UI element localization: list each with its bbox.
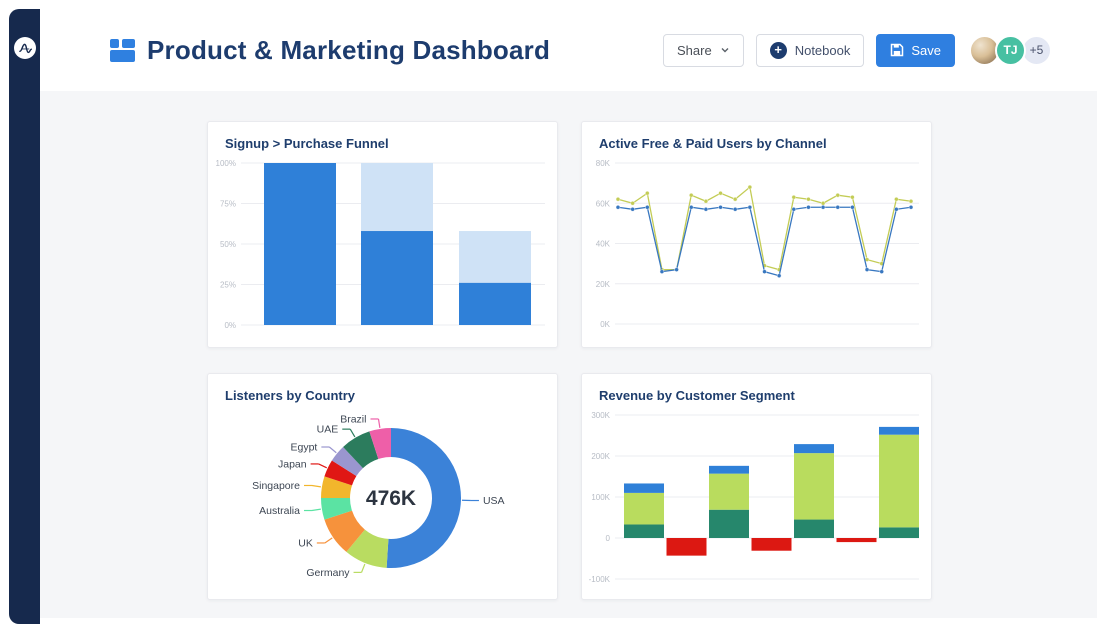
save-button[interactable]: Save [876,33,955,67]
svg-text:60K: 60K [596,199,611,208]
avatar-photo[interactable] [969,34,1000,66]
svg-text:USA: USA [483,495,505,507]
notebook-button-label: Notebook [794,42,851,58]
chart-title: Signup > Purchase Funnel [225,136,389,151]
svg-text:Singapore: Singapore [252,480,300,492]
svg-text:80K: 80K [596,159,611,168]
svg-text:476K: 476K [366,487,416,510]
chart-title: Listeners by Country [225,388,356,403]
svg-text:100K: 100K [591,493,610,502]
collaborator-avatars: TJ +5 [969,34,1052,66]
card-signup-purchase-funnel: Signup > Purchase Funnel 100% 75% 50% 25% 0% [207,121,558,348]
svg-text:UK: UK [298,537,313,549]
save-floppy-icon [891,43,904,57]
listeners-donut-chart[interactable]: USA Germany UK Australia Singapore Japan Egypt… [208,374,559,601]
svg-text:50%: 50% [220,240,236,249]
card-active-users-by-channel: Active Free & Paid Users by Channel 80K 6… [581,121,932,348]
svg-text:Australia: Australia [259,505,300,517]
users-line-chart[interactable]: 80K 60K 40K 20K 0K [582,122,933,349]
avatar-initials[interactable]: TJ [995,34,1026,66]
svg-text:20K: 20K [596,280,611,289]
revenue-stacked-bar-chart[interactable]: 300K 200K 100K 0 -100K [582,374,933,601]
svg-text:Brazil: Brazil [340,413,366,425]
dashboard-grid-icon [110,38,135,62]
app-sidebar [9,9,40,624]
page-title: Product & Marketing Dashboard [147,34,551,65]
svg-text:25%: 25% [220,281,236,290]
svg-text:40K: 40K [596,240,611,249]
svg-text:200K: 200K [591,452,610,461]
svg-text:Germany: Germany [306,567,350,579]
svg-text:Japan: Japan [278,458,307,470]
save-button-label: Save [911,42,941,58]
svg-text:100%: 100% [216,159,236,168]
card-listeners-by-country: Listeners by Country USA Germany UK Austral… [207,373,558,600]
share-button-label: Share [677,42,712,58]
funnel-bar-chart[interactable]: 100% 75% 50% 25% 0% [208,122,559,349]
svg-text:0K: 0K [600,320,610,329]
svg-text:Egypt: Egypt [290,442,317,454]
plus-circle-icon: + [769,41,787,59]
svg-text:300K: 300K [591,411,610,420]
svg-text:75%: 75% [220,200,236,209]
chart-title: Active Free & Paid Users by Channel [599,136,827,151]
svg-text:0: 0 [606,534,611,543]
svg-text:UAE: UAE [317,424,339,436]
chevron-down-icon [721,48,729,53]
header-bar: Product & Marketing Dashboard Share + No… [40,9,1097,91]
main-area: Product & Marketing Dashboard Share + No… [40,9,1097,624]
card-revenue-by-segment: Revenue by Customer Segment 300K 200K 100K… [581,373,932,600]
svg-text:-100K: -100K [589,575,611,584]
wave-a-glyph [18,43,32,53]
chart-title: Revenue by Customer Segment [599,388,795,403]
notebook-button[interactable]: + Notebook [755,33,865,67]
amplitude-logo-icon[interactable] [14,37,36,59]
dashboard-content: Signup > Purchase Funnel 100% 75% 50% 25% 0%… [40,91,1097,618]
share-button[interactable]: Share [663,33,744,67]
svg-text:0%: 0% [224,321,236,330]
